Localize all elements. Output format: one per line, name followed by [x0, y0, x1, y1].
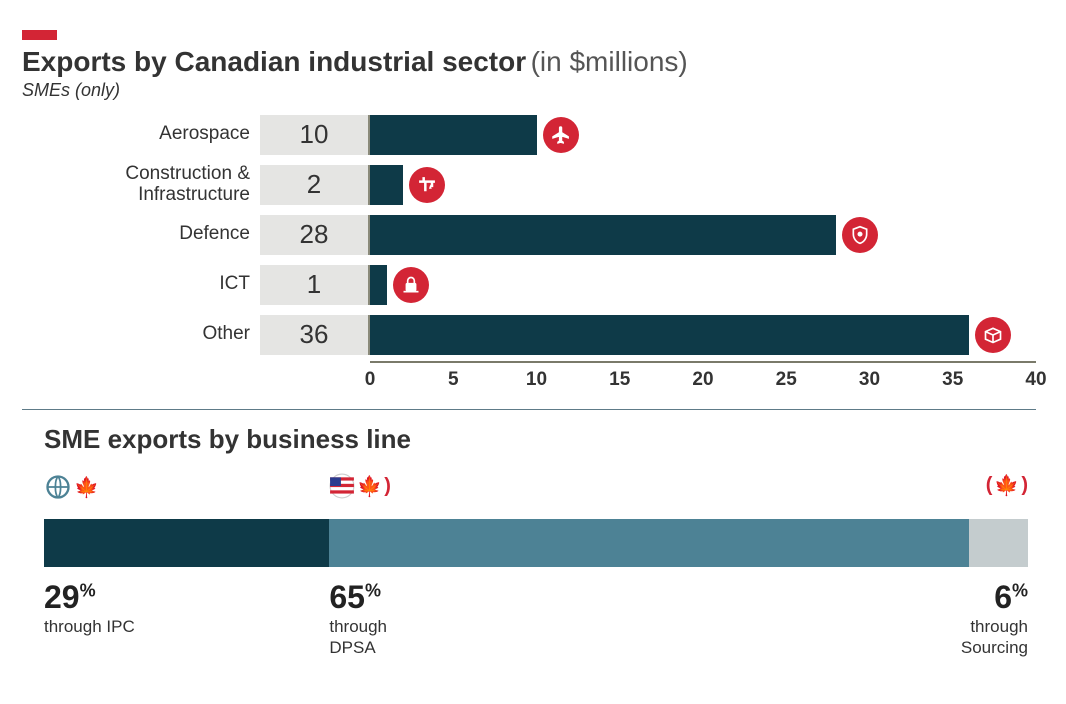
bar-area — [370, 215, 1036, 255]
bar-fill — [370, 315, 969, 355]
axis-tick: 5 — [448, 369, 459, 391]
axis-tick: 40 — [1025, 369, 1046, 391]
bar-label: Construction &Infrastructure — [102, 164, 260, 206]
bar-label: ICT — [102, 274, 260, 295]
plane-icon — [543, 117, 579, 153]
value-box: 28 — [260, 215, 370, 255]
segment-pct: 6% — [961, 579, 1028, 616]
lock-icon — [393, 267, 429, 303]
value-box: 2 — [260, 165, 370, 205]
value-box: 1 — [260, 265, 370, 305]
maple-leaf-icon: 🍁 — [74, 475, 99, 500]
globe-icon — [44, 473, 72, 501]
top-title: Exports by Canadian industrial sector (i… — [22, 46, 1036, 78]
axis-tick: 20 — [692, 369, 713, 391]
accent-block — [22, 30, 57, 40]
segment-label: 6%throughSourcing — [961, 579, 1028, 659]
segment-label: 29%through IPC — [44, 579, 135, 637]
bottom-title: SME exports by business line — [44, 424, 1036, 455]
segment-through: through IPC — [44, 616, 135, 637]
segment — [44, 519, 329, 567]
maple-leaf-icon: 🍁 — [357, 474, 382, 499]
bar-label: Other — [102, 324, 260, 345]
bar-row: Construction &Infrastructure2 — [102, 161, 1036, 208]
bar-fill — [370, 165, 403, 205]
value-box: 10 — [260, 115, 370, 155]
segment-through: throughSourcing — [961, 616, 1028, 659]
bar-area — [370, 165, 1036, 205]
segment-icon: 🍁 — [44, 473, 99, 501]
bar-fill — [370, 265, 387, 305]
top-bar-chart: Aerospace10Construction &Infrastructure2… — [102, 111, 1036, 358]
shield-icon — [842, 217, 878, 253]
axis-tick: 30 — [859, 369, 880, 391]
segment-through: throughDPSA — [329, 616, 387, 659]
top-title-main: Exports by Canadian industrial sector — [22, 46, 526, 77]
axis-tick: 10 — [526, 369, 547, 391]
segment-pct: 65% — [329, 579, 387, 616]
bar-row: ICT1 — [102, 261, 1036, 308]
crane-icon — [409, 167, 445, 203]
bar-area — [370, 265, 1036, 305]
axis-tick: 35 — [942, 369, 963, 391]
bottom-chart: 🍁 🍁)(🍁) 29%through IPC65%throughDPSA6%th… — [44, 473, 1028, 659]
bar-fill — [370, 115, 537, 155]
segment — [329, 519, 969, 567]
x-axis: 0510152025303540 — [102, 361, 1036, 391]
top-title-paren: (in $millions) — [531, 46, 688, 77]
segment — [969, 519, 1028, 567]
axis-tick: 15 — [609, 369, 630, 391]
maple-leaf-icon: 🍁 — [994, 473, 1019, 498]
segment-icon: (🍁) — [986, 473, 1028, 498]
top-subtitle: SMEs (only) — [22, 80, 1036, 101]
bar-row: Aerospace10 — [102, 111, 1036, 158]
axis-tick: 25 — [776, 369, 797, 391]
segment-label: 65%throughDPSA — [329, 579, 387, 659]
bar-row: Defence28 — [102, 211, 1036, 258]
bar-fill — [370, 215, 836, 255]
bar-label: Aerospace — [102, 124, 260, 145]
bar-label: Defence — [102, 224, 260, 245]
box-icon — [975, 317, 1011, 353]
flag-icon — [329, 473, 355, 499]
bar-area — [370, 115, 1036, 155]
bar-row: Other36 — [102, 311, 1036, 358]
segment-pct: 29% — [44, 579, 135, 616]
value-box: 36 — [260, 315, 370, 355]
axis-tick: 0 — [365, 369, 376, 391]
segment-icon: 🍁) — [329, 473, 391, 499]
bar-area — [370, 315, 1036, 355]
section-divider — [22, 409, 1036, 410]
